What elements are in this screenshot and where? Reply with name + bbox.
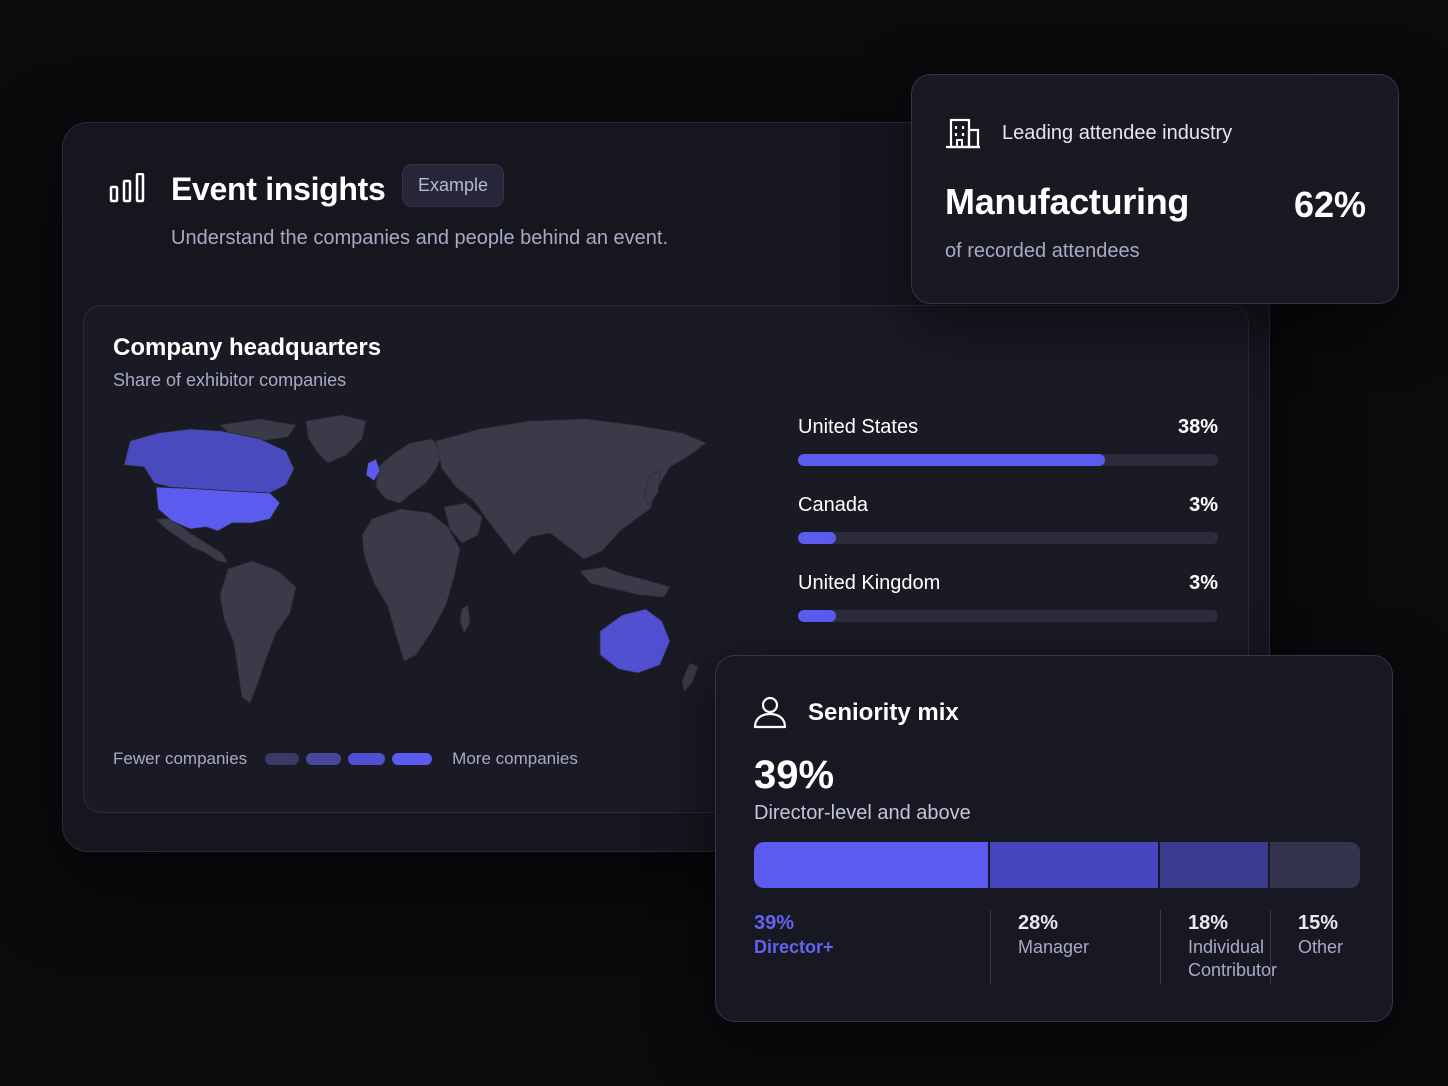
- map-region-south-america: [219, 560, 297, 704]
- leading-industry-card: Leading attendee industry Manufacturing …: [911, 74, 1399, 304]
- page-subtitle: Understand the companies and people behi…: [171, 227, 669, 249]
- country-name: United States: [798, 416, 919, 438]
- industry-subtext: of recorded attendees: [945, 240, 1140, 262]
- person-icon: [753, 696, 787, 729]
- country-name: Canada: [798, 494, 869, 516]
- seniority-legend-pct: 28%: [1018, 912, 1059, 934]
- seniority-legend-item: 28% Manager: [1018, 910, 1089, 984]
- example-badge: Example: [402, 164, 505, 207]
- map-region-united-kingdom: [365, 458, 381, 482]
- seniority-legend-label: Director+: [754, 937, 834, 957]
- bar-chart-icon: [109, 173, 145, 203]
- map-legend: Fewer companies More companies: [113, 746, 578, 772]
- country-bar-fill: [798, 454, 1105, 466]
- legend-swatch: [265, 753, 300, 765]
- map-region-se-asia: [579, 566, 671, 598]
- country-bar-fill: [798, 532, 836, 544]
- headquarters-subtitle: Share of exhibitor companies: [113, 370, 347, 390]
- seniority-legend: 39% Director+ 28% Manager 18% Individual Cont…: [754, 910, 1360, 984]
- legend-fewer-label: Fewer companies: [113, 749, 248, 768]
- country-list: United States 38% Canada 3% United Kingd…: [798, 416, 1218, 650]
- building-icon: [946, 118, 980, 149]
- seniority-legend-label: Manager: [1018, 937, 1090, 957]
- country-pct: 38%: [1177, 416, 1218, 438]
- industry-name: Manufacturing: [945, 181, 1190, 222]
- map-region-africa: [361, 508, 461, 662]
- seniority-legend-pct: 18%: [1188, 912, 1229, 934]
- seniority-legend-divider: [990, 910, 991, 984]
- seniority-segment: [1160, 842, 1268, 888]
- map-region-canada: [123, 428, 295, 494]
- country-bar-track: [798, 610, 1218, 622]
- seniority-legend-label: Individual Contributor: [1188, 937, 1278, 980]
- country-bar-track: [798, 532, 1218, 544]
- seniority-legend-divider: [1160, 910, 1161, 984]
- map-region-australia: [599, 608, 671, 674]
- legend-more-label: More companies: [452, 749, 578, 768]
- seniority-legend-label: Other: [1298, 937, 1344, 957]
- seniority-legend-divider: [1270, 910, 1271, 984]
- legend-swatch: [348, 753, 386, 765]
- map-region-madagascar: [459, 604, 471, 634]
- map-region-europe: [375, 438, 445, 504]
- seniority-title: Seniority mix: [808, 699, 959, 726]
- map-region-greenland: [305, 414, 367, 464]
- world-map: [123, 414, 707, 704]
- seniority-segment: [754, 842, 988, 888]
- seniority-subtext: Director-level and above: [754, 802, 971, 824]
- map-region-new-zealand: [681, 662, 699, 692]
- seniority-segment: [990, 842, 1158, 888]
- seniority-highlight-pct: 39%: [754, 753, 835, 797]
- map-region-united-states: [155, 486, 281, 532]
- map-region-middle-east: [443, 502, 483, 544]
- seniority-segment: [1270, 842, 1360, 888]
- seniority-legend-item: 18% Individual Contributor: [1188, 910, 1308, 984]
- headquarters-title: Company headquarters: [113, 334, 382, 361]
- industry-label: Leading attendee industry: [1002, 122, 1233, 144]
- country-name: United Kingdom: [798, 572, 941, 594]
- country-bar-fill: [798, 610, 836, 622]
- country-row: United Kingdom 3%: [798, 572, 1218, 650]
- country-bar-track: [798, 454, 1218, 466]
- industry-pct: 62%: [1293, 184, 1366, 225]
- country-row: Canada 3%: [798, 494, 1218, 572]
- map-region-japan: [643, 470, 661, 506]
- country-row: United States 38%: [798, 416, 1218, 494]
- seniority-legend-pct: 39%: [754, 912, 795, 934]
- country-pct: 3%: [1189, 494, 1218, 516]
- seniority-legend-pct: 15%: [1298, 912, 1339, 934]
- seniority-legend-item: 39% Director+: [754, 910, 834, 984]
- map-region-asia: [435, 418, 707, 560]
- seniority-stacked-bar: [754, 842, 1360, 888]
- legend-swatch: [392, 753, 433, 765]
- country-pct: 3%: [1189, 572, 1218, 594]
- legend-swatch: [306, 753, 342, 765]
- legend-swatches: [265, 753, 433, 765]
- seniority-mix-card: Seniority mix 39% Director-level and abo…: [715, 655, 1393, 1022]
- page-title: Event insights: [171, 171, 386, 207]
- seniority-legend-item: 15% Other: [1298, 910, 1343, 984]
- map-region-central-america: [155, 518, 229, 564]
